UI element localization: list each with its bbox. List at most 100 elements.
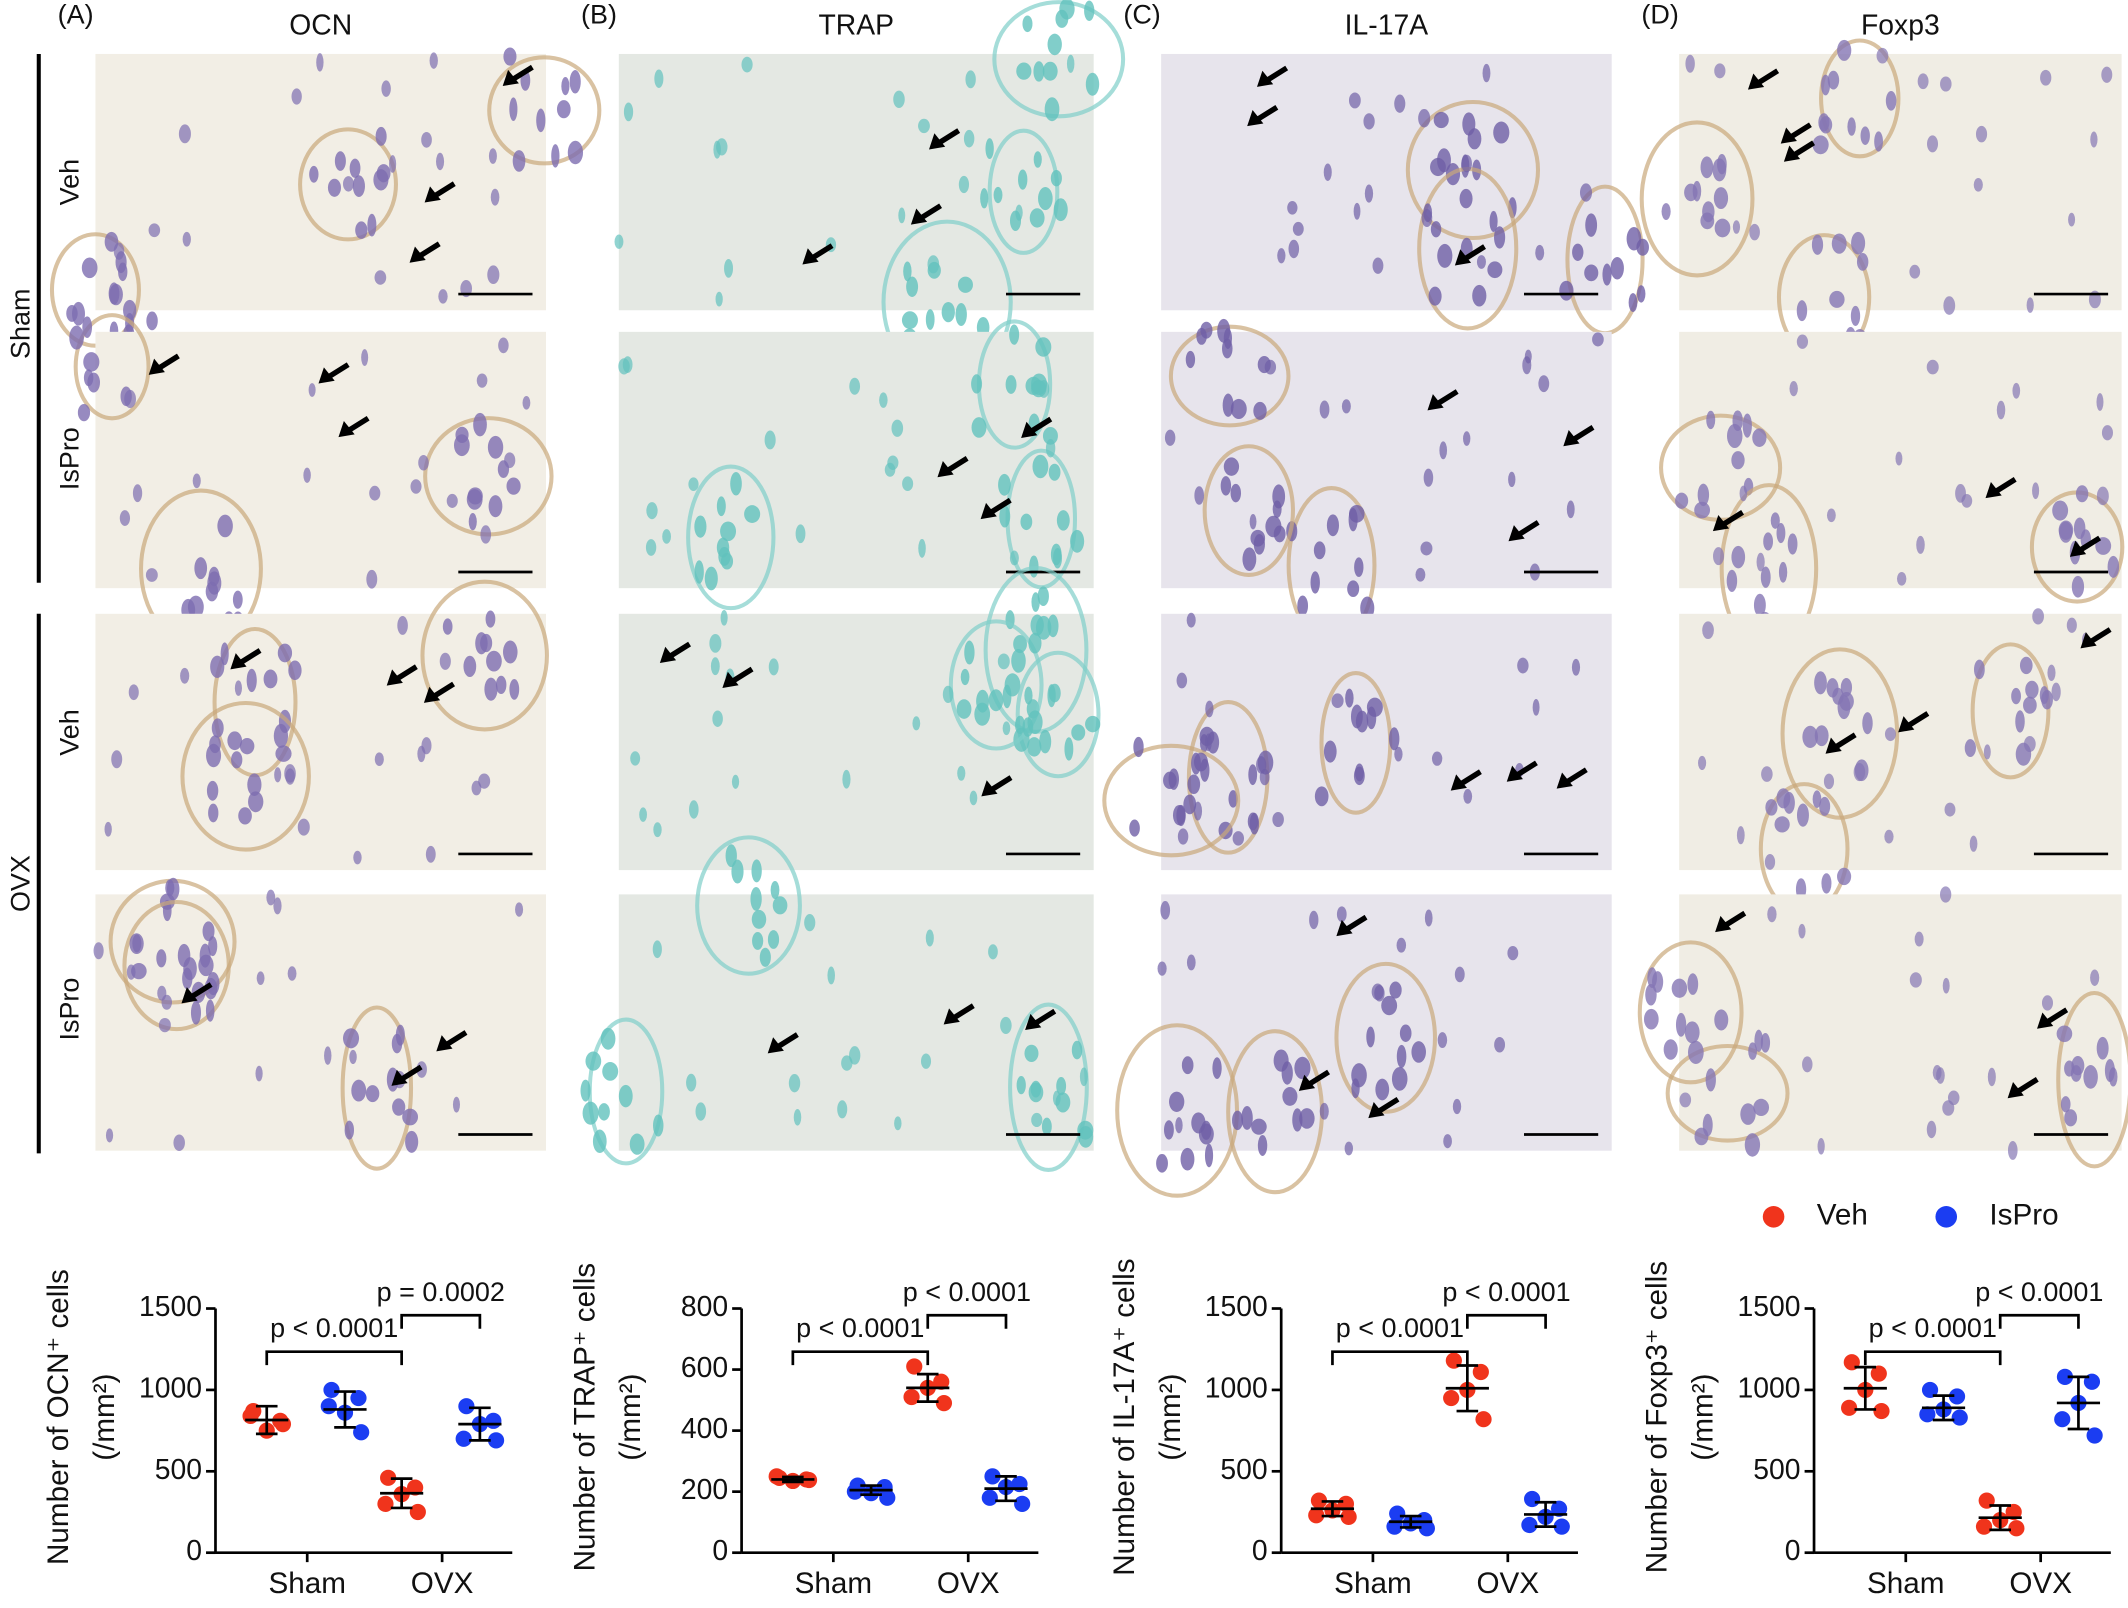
vessel — [695, 835, 802, 976]
data-point — [1919, 1406, 1936, 1423]
cell — [1183, 794, 1197, 815]
cell — [303, 467, 311, 483]
column-title: Foxp3 — [1861, 9, 1940, 41]
cell — [509, 679, 520, 700]
cell — [1885, 90, 1897, 111]
cell — [1987, 1067, 1996, 1087]
row-label: IsPro — [54, 427, 84, 490]
micrograph — [93, 877, 546, 1171]
cell — [1697, 483, 1710, 507]
cell — [1566, 500, 1575, 519]
micrograph-bg — [1161, 53, 1612, 311]
cell — [180, 667, 190, 684]
cell — [1819, 116, 1833, 134]
cell — [1714, 63, 1726, 79]
cell — [1230, 398, 1247, 419]
cell — [177, 943, 191, 968]
data-point — [1975, 1518, 1993, 1535]
arrow-head — [436, 1035, 453, 1052]
cell — [1028, 1082, 1044, 1103]
cell — [716, 537, 730, 558]
cell — [997, 653, 1010, 670]
panel-label: (B) — [581, 0, 617, 29]
cell — [129, 933, 144, 954]
arrow-head — [910, 208, 928, 225]
cell — [2096, 1036, 2109, 1060]
cell — [1776, 523, 1786, 544]
x-tick-label: OVX — [411, 1567, 474, 1600]
data-point — [2054, 1411, 2071, 1428]
cell — [1223, 457, 1240, 476]
cell — [1909, 264, 1921, 279]
cell — [964, 640, 975, 665]
cell — [227, 731, 243, 751]
cell — [999, 505, 1011, 528]
cell — [971, 374, 983, 394]
cell — [327, 178, 342, 197]
cell — [623, 102, 634, 122]
cell — [1602, 263, 1612, 286]
cell — [1204, 1143, 1214, 1168]
cell — [788, 1073, 801, 1093]
cell — [1310, 571, 1320, 594]
cell — [515, 902, 524, 917]
cell — [618, 1084, 633, 1108]
vessel — [1780, 647, 1900, 820]
cell — [993, 186, 1003, 204]
arrow-head — [1715, 915, 1732, 933]
row-label: Veh — [54, 709, 84, 756]
cell — [1027, 710, 1043, 735]
cell — [1251, 1118, 1267, 1135]
cell — [1489, 210, 1498, 233]
cell — [1156, 1153, 1168, 1173]
data-point — [1308, 1507, 1325, 1524]
arrow-head — [943, 1008, 960, 1025]
cell — [1927, 135, 1939, 153]
cell — [629, 1133, 645, 1155]
arrow-head — [1450, 774, 1467, 791]
cell — [1185, 350, 1196, 369]
cell — [506, 477, 521, 495]
vessel — [340, 1005, 414, 1171]
cell — [1366, 697, 1383, 717]
cell — [255, 1065, 263, 1082]
cell — [918, 118, 930, 134]
cell — [275, 745, 292, 762]
micrograph-bg — [1161, 613, 1612, 871]
cell — [1645, 983, 1657, 1006]
cell — [1038, 380, 1050, 398]
cell — [1353, 202, 1361, 220]
cell — [231, 751, 243, 769]
cell — [1287, 200, 1298, 215]
cell — [273, 723, 289, 748]
cell — [2015, 710, 2025, 733]
data-point — [485, 1412, 502, 1429]
cell — [1071, 724, 1086, 741]
cell — [1975, 125, 1988, 143]
significance-bracket — [791, 1350, 930, 1366]
cell — [759, 947, 771, 967]
arrow-head — [981, 780, 998, 797]
vessel — [1637, 940, 1744, 1085]
cell — [2032, 482, 2040, 500]
cell — [1323, 163, 1332, 182]
cell — [901, 311, 918, 330]
cell — [716, 138, 728, 156]
cell — [1814, 671, 1827, 695]
column-title: TRAP — [818, 9, 894, 41]
column-title: IL-17A — [1345, 9, 1429, 41]
cell — [1647, 967, 1657, 989]
cell — [2075, 485, 2089, 503]
y-tick-label: 0 — [186, 1535, 202, 1567]
y-tick-label: 500 — [1220, 1454, 1267, 1486]
cell — [1760, 566, 1771, 588]
cell — [1292, 221, 1304, 236]
panel-label: (D) — [1641, 0, 1678, 29]
arrow-head — [1563, 430, 1580, 447]
cell — [551, 144, 560, 168]
cell — [1942, 977, 1950, 994]
cell — [1292, 1108, 1303, 1132]
cell — [1851, 231, 1866, 255]
cell — [1177, 828, 1189, 845]
